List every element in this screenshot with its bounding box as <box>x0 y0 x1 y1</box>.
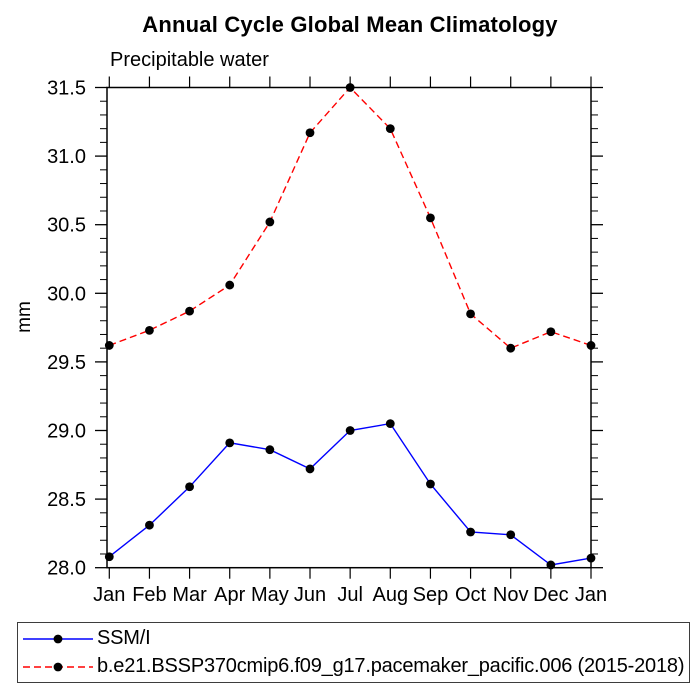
data-point-marker <box>145 325 154 335</box>
x-tick-label: Jan <box>575 584 607 606</box>
data-point-marker <box>225 280 235 290</box>
series-line-0 <box>108 422 592 566</box>
x-tick-label: Oct <box>455 584 487 606</box>
data-point-marker <box>466 527 475 537</box>
legend-line-sample-dashed <box>23 662 93 671</box>
data-point-marker <box>265 445 275 455</box>
data-point-marker <box>145 520 154 530</box>
x-tick-label: Sep <box>413 584 449 606</box>
legend-item-ssmi: SSM/I <box>21 625 689 653</box>
data-point-marker <box>546 560 556 570</box>
y-tick-label: 31.0 <box>47 146 86 168</box>
y-tick-label: 30.5 <box>47 215 86 237</box>
legend-item-model: b.e21.BSSP370cmip6.f09_g17.pacemaker_pac… <box>21 653 689 681</box>
data-point-marker <box>586 553 596 563</box>
x-tick-label: Jun <box>294 584 326 606</box>
plot-area: Jan Feb Mar Apr May Jun Jul Aug Sep Oct Nov Dec Jan 2… <box>14 76 607 606</box>
y-tick-label: 30.0 <box>47 283 86 305</box>
data-point-marker <box>586 341 596 350</box>
x-tick-label: Jan <box>93 584 125 606</box>
data-point-marker <box>546 327 556 337</box>
x-tick-label: Nov <box>493 584 529 606</box>
data-point-marker <box>345 426 355 435</box>
chart-title: Annual Cycle Global Mean Climatology <box>142 12 558 37</box>
data-point-marker <box>265 217 275 227</box>
legend-line-sample-solid <box>23 634 93 643</box>
data-point-marker <box>104 341 114 350</box>
y-tick-label: 29.5 <box>47 352 86 374</box>
y-tick-label: 29.0 <box>47 421 86 443</box>
y-tick-label: 31.5 <box>47 78 86 100</box>
legend-sample-marker <box>53 662 63 671</box>
data-point-marker <box>506 530 516 540</box>
x-tick-label: Dec <box>533 584 569 606</box>
x-tick-label: Mar <box>172 584 207 606</box>
data-point-marker <box>345 83 355 92</box>
y-axis-title: mm <box>14 301 35 333</box>
chart-subtitle: Precipitable water <box>110 49 269 71</box>
legend-label-model: b.e21.BSSP370cmip6.f09_g17.pacemaker_pac… <box>97 655 685 677</box>
y-tick-label: 28.5 <box>47 489 86 511</box>
data-point-marker <box>305 128 315 138</box>
data-point-marker <box>185 306 194 316</box>
data-point-marker <box>305 464 315 474</box>
legend-label-ssmi: SSM/I <box>97 627 151 649</box>
data-point-marker <box>426 479 435 489</box>
data-point-marker <box>225 438 235 448</box>
data-point-marker <box>466 309 475 319</box>
x-tick-label: Apr <box>214 584 245 606</box>
data-point-marker <box>426 213 435 223</box>
data-point-marker <box>185 482 194 492</box>
y-tick-label: 28.0 <box>47 558 86 580</box>
legend: SSM/I b.e21.BSSP370cmip6.f09_g17.pacemak… <box>17 622 690 683</box>
legend-sample-marker <box>53 634 63 643</box>
data-point-marker <box>506 343 516 353</box>
x-tick-label: Feb <box>132 584 166 606</box>
x-tick-label: Aug <box>372 584 408 606</box>
x-tick-label: May <box>251 584 289 606</box>
data-point-marker <box>385 419 395 429</box>
x-tick-label: Jul <box>337 584 363 606</box>
data-point-marker <box>385 124 395 134</box>
data-point-marker <box>104 552 114 562</box>
series-line-1 <box>109 86 592 350</box>
